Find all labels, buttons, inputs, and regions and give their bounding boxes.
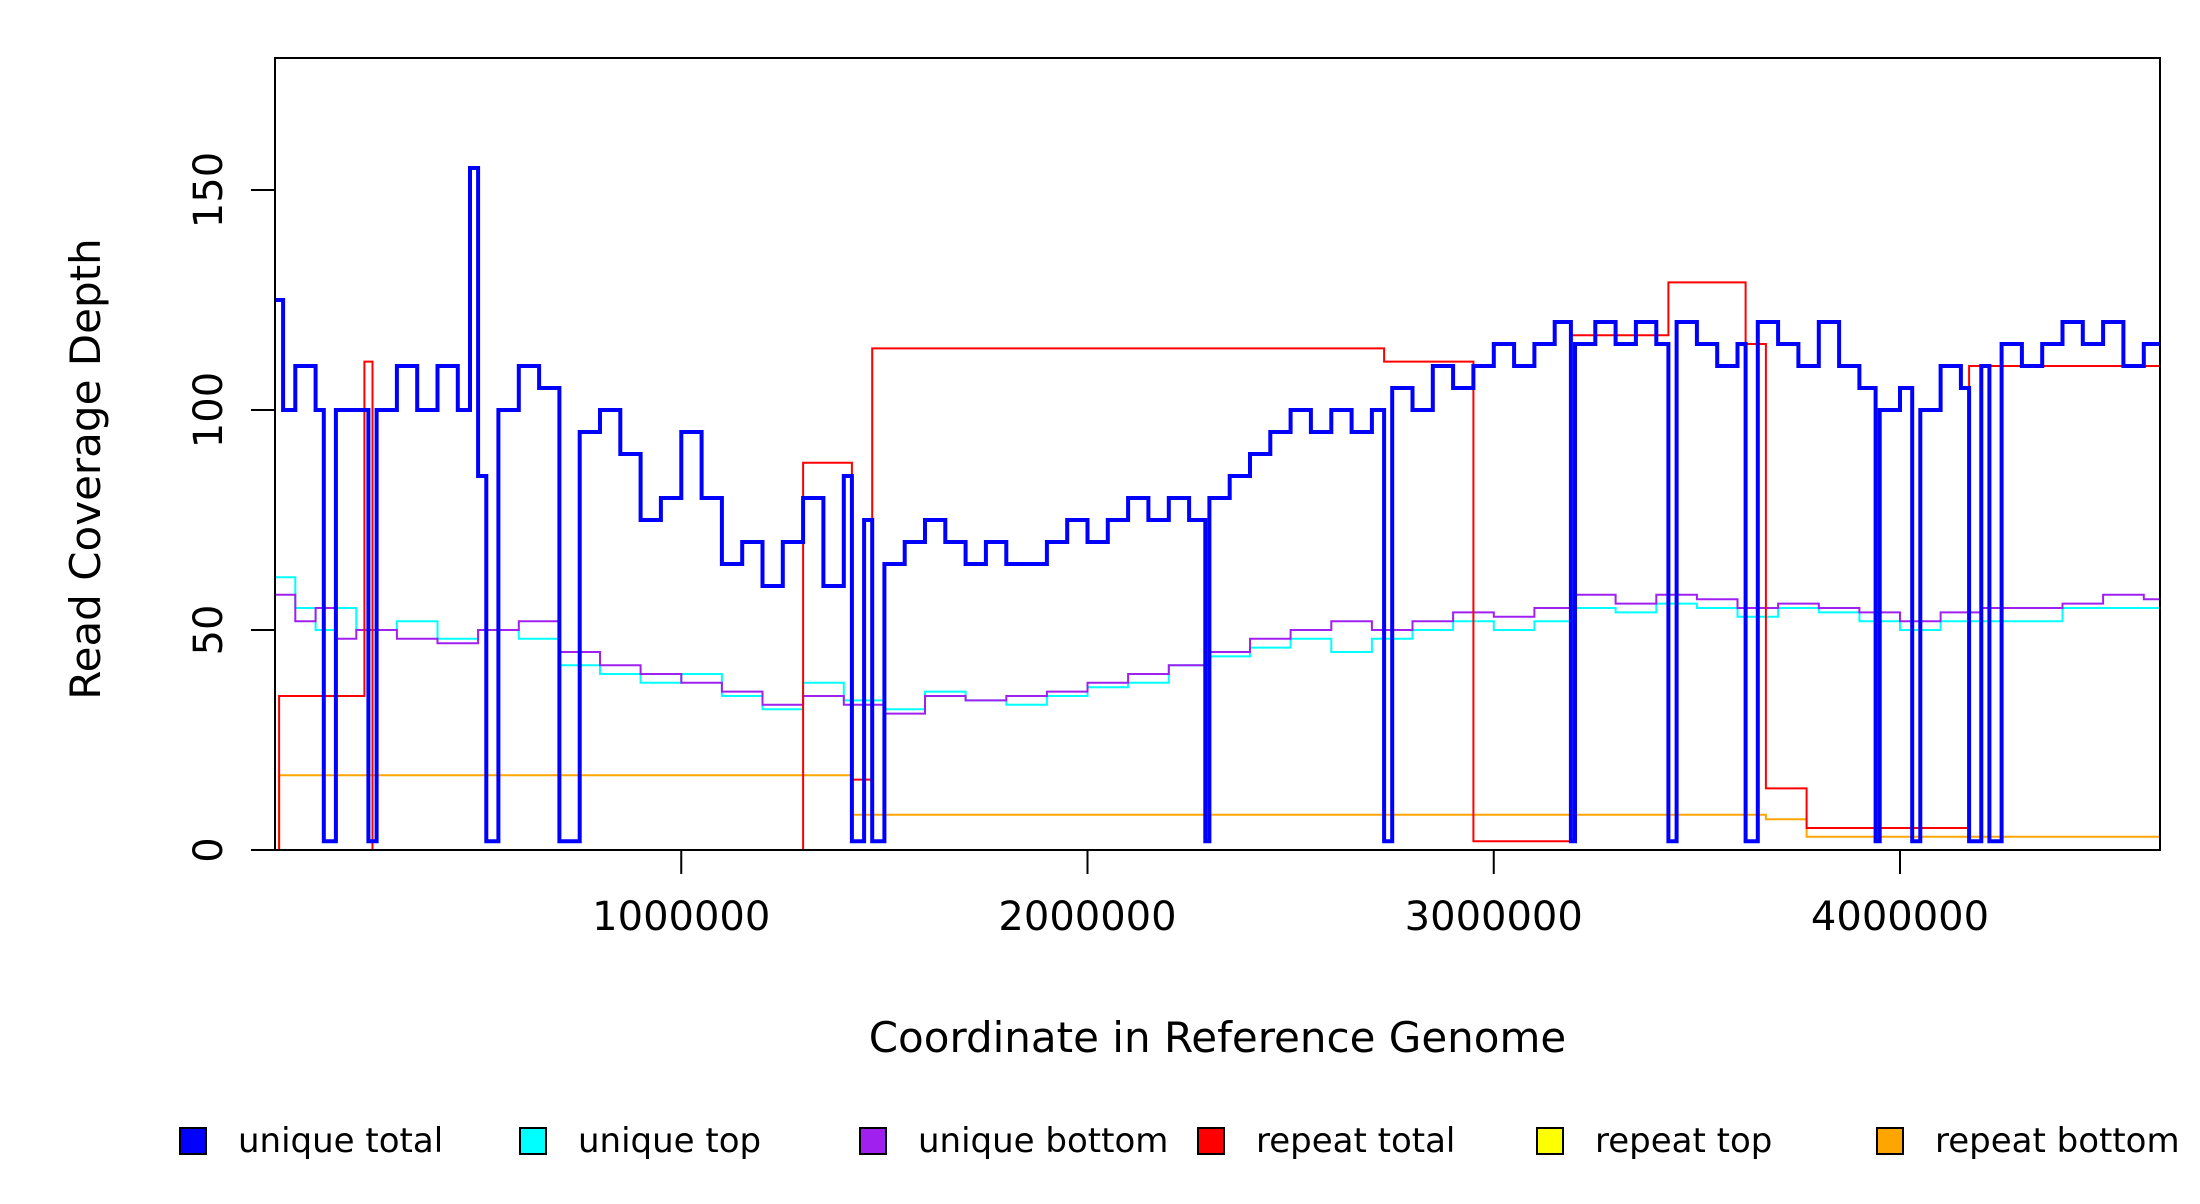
y-tick-label: 100 [186,372,232,448]
series-layer [275,166,2161,851]
legend-swatch [1197,1127,1225,1155]
legend-item-repeat-bottom: repeat bottom [1876,1121,2180,1161]
plot-frame [274,57,2161,851]
series-repeat-total [275,281,2161,851]
legend-swatch [859,1127,887,1155]
x-tick-label: 1000000 [592,894,770,940]
legend-item-unique-bottom: unique bottom [859,1121,1168,1161]
x-tick-label: 3000000 [1405,894,1583,940]
y-tick-label: 150 [186,152,232,228]
x-tick-label: 2000000 [998,894,1176,940]
legend-swatch [179,1127,207,1155]
legend-item-repeat-top: repeat top [1536,1121,1772,1161]
legend-label: unique bottom [918,1121,1168,1161]
legend-item-repeat-total: repeat total [1197,1121,1455,1161]
legend-swatch [1876,1127,1904,1155]
legend-label: repeat total [1256,1121,1455,1161]
legend-swatch [519,1127,547,1155]
x-tick-label: 4000000 [1811,894,1989,940]
legend-label: repeat top [1595,1121,1772,1161]
y-tick-label: 0 [186,837,232,862]
legend: unique total unique top unique bottom repea… [179,1121,2180,1161]
legend-item-unique-total: unique total [179,1121,443,1161]
y-tick-label: 50 [186,605,232,656]
series-unique-top [275,576,2161,711]
legend-label: unique top [578,1121,761,1161]
legend-label: repeat bottom [1935,1121,2180,1161]
series-unique-bottom [275,586,2161,715]
series-unique-total [275,166,2160,844]
legend-swatch [1536,1127,1564,1155]
y-axis-title: Read Coverage Depth [61,238,110,699]
legend-label: unique total [238,1121,443,1161]
x-axis: 1000000 2000000 3000000 4000000 [592,850,1989,940]
y-axis: 0 50 100 150 [186,152,275,863]
legend-item-unique-top: unique top [519,1121,761,1161]
x-axis-title: Coordinate in Reference Genome [869,1013,1567,1062]
